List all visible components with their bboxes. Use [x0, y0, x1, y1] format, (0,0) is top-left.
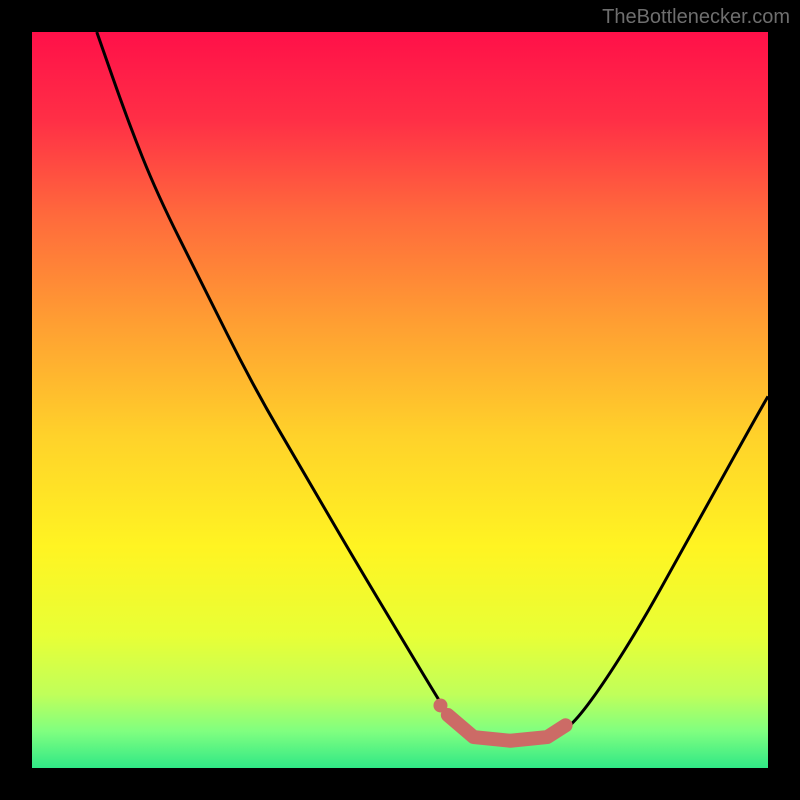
gradient-plot-area — [32, 32, 768, 768]
bottleneck-chart: TheBottlenecker.com — [0, 0, 800, 800]
watermark-text: TheBottlenecker.com — [602, 6, 790, 29]
chart-svg — [0, 0, 800, 800]
